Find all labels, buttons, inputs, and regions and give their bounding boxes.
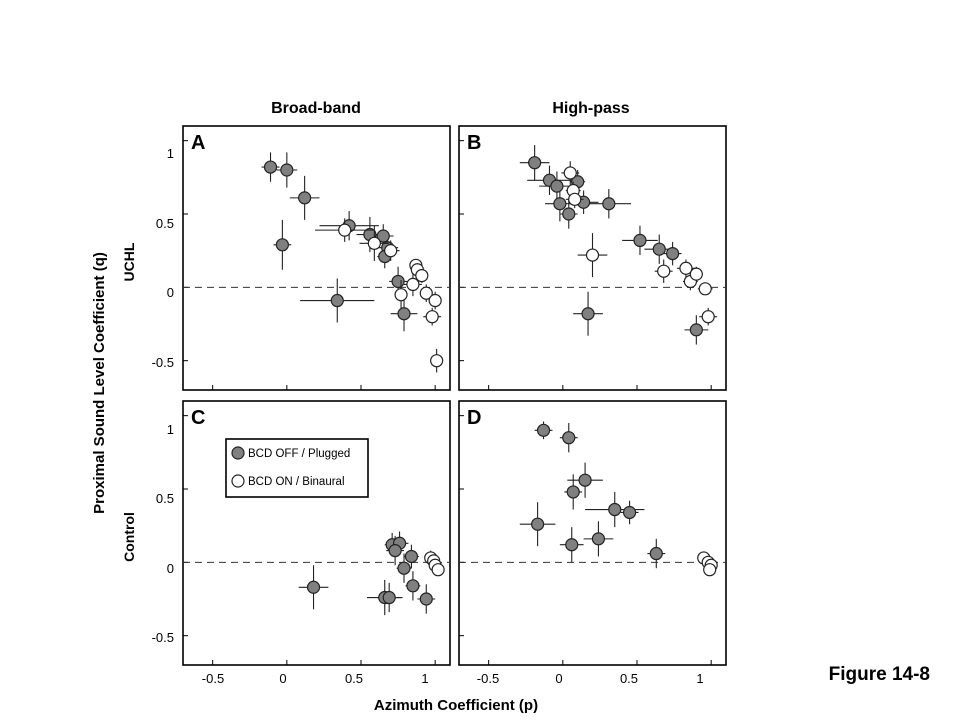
- data-point-bcd-off: [602, 197, 616, 211]
- panel-frame: [458, 400, 727, 666]
- panel-letter: D: [467, 407, 481, 429]
- panel-a: A: [182, 125, 451, 391]
- data-point-bcd-off: [565, 538, 579, 552]
- x-tick-label: 0: [555, 671, 562, 686]
- data-point-bcd-on: [406, 277, 420, 291]
- data-point-bcd-off: [330, 293, 344, 308]
- data-point-bcd-off: [566, 485, 580, 499]
- data-point-bcd-off: [562, 431, 576, 445]
- data-point-bcd-off: [550, 179, 564, 193]
- x-tick-label: 1: [696, 671, 703, 686]
- data-point-bcd-on: [425, 310, 439, 324]
- data-point-bcd-on: [415, 269, 429, 283]
- legend-box: [225, 438, 369, 498]
- data-point-bcd-off: [581, 307, 595, 321]
- data-point-bcd-on: [657, 264, 671, 278]
- data-point-bcd-off: [397, 561, 411, 575]
- data-point-bcd-off: [404, 549, 419, 564]
- data-point-bcd-off: [280, 163, 294, 177]
- data-point-bcd-off: [382, 590, 396, 605]
- data-point-bcd-off: [633, 233, 647, 247]
- data-point-bcd-off: [536, 423, 551, 437]
- data-point-bcd-on: [384, 244, 398, 258]
- y-axis-label: Proximal Sound Level Coefficient (q): [91, 252, 108, 514]
- data-point-bcd-off: [388, 543, 402, 558]
- data-point-bcd-off: [306, 580, 321, 594]
- legend-marker-open: [231, 474, 245, 488]
- legend-marker-filled: [231, 446, 245, 460]
- data-point-bcd-on: [419, 286, 433, 300]
- panel-letter: A: [191, 132, 205, 154]
- y-tick-label: 1: [167, 146, 174, 161]
- x-tick-label: 1: [421, 671, 428, 686]
- data-point-bcd-off: [622, 505, 637, 520]
- data-point-bcd-off: [376, 229, 390, 243]
- data-point-bcd-off: [578, 473, 592, 487]
- data-point-bcd-off: [553, 197, 567, 211]
- panel-frame: [182, 125, 451, 391]
- x-tick-label: -0.5: [477, 671, 499, 686]
- y-tick-labels-top: 1 0.5 0 -0.5: [152, 146, 174, 370]
- y-tick-label: -0.5: [152, 355, 174, 370]
- x-tick-label: 0.5: [620, 671, 638, 686]
- data-point-bcd-off: [649, 546, 663, 561]
- data-point-bcd-on: [679, 261, 693, 275]
- data-point-bcd-on: [367, 236, 381, 250]
- y-tick-label: 0.5: [156, 491, 174, 506]
- data-point-bcd-on: [394, 288, 408, 302]
- y-tick-labels-bottom: 1 0.5 0 -0.5: [152, 422, 174, 645]
- figure-label: Figure 14-8: [828, 664, 930, 685]
- y-tick-label: 0: [167, 561, 174, 576]
- data-point-bcd-on: [568, 192, 582, 206]
- data-point-bcd-off: [397, 307, 411, 321]
- data-point-bcd-off: [275, 238, 289, 252]
- data-point-bcd-on: [428, 293, 442, 308]
- legend-label-off: BCD OFF / Plugged: [248, 448, 350, 460]
- row-title-uchl: UCHL: [121, 242, 137, 281]
- data-point-bcd-on: [430, 354, 444, 368]
- data-point-bcd-off: [652, 242, 666, 256]
- data-point-bcd-off: [406, 579, 420, 593]
- y-tick-label: 1: [167, 422, 174, 437]
- data-point-bcd-on: [585, 248, 600, 262]
- data-point-bcd-off: [689, 323, 703, 337]
- panel-letter: C: [191, 407, 205, 429]
- column-title-broadband: Broad-band: [271, 100, 361, 117]
- data-point-bcd-on: [701, 310, 715, 324]
- data-point-bcd-off: [528, 156, 542, 170]
- panel-b: B: [458, 125, 727, 391]
- data-point-bcd-off: [298, 191, 312, 205]
- x-tick-label: -0.5: [202, 671, 224, 686]
- x-tick-label: 0.5: [345, 671, 363, 686]
- column-title-highpass: High-pass: [552, 100, 629, 117]
- data-point-bcd-off: [263, 160, 278, 174]
- panel-letter: B: [467, 132, 481, 154]
- data-point-bcd-on: [431, 563, 445, 577]
- data-point-bcd-off: [531, 517, 545, 531]
- data-point-bcd-on: [698, 282, 712, 296]
- data-point-bcd-on: [689, 267, 703, 281]
- data-point-bcd-off: [419, 592, 433, 606]
- row-title-control: Control: [121, 512, 137, 562]
- data-point-bcd-off: [391, 274, 405, 289]
- data-point-bcd-off: [562, 207, 576, 221]
- legend-label-on: BCD ON / Binaural: [248, 476, 345, 488]
- panel-d: D: [458, 400, 727, 666]
- x-axis-label: Azimuth Coefficient (p): [374, 697, 538, 714]
- data-point-bcd-off: [665, 247, 680, 261]
- data-point-bcd-on: [563, 166, 577, 180]
- data-point-bcd-off: [591, 532, 606, 546]
- data-point-bcd-off: [608, 502, 622, 517]
- legend: BCD OFF / Plugged BCD ON / Binaural: [225, 438, 369, 498]
- x-tick-label: 0: [279, 671, 286, 686]
- x-tick-labels-right: -0.5 0 0.5 1: [477, 671, 704, 686]
- y-tick-label: 0.5: [156, 216, 174, 231]
- data-point-bcd-on: [338, 223, 352, 237]
- data-point-bcd-on: [703, 563, 717, 577]
- x-tick-labels-left: -0.5 0 0.5 1: [202, 671, 429, 686]
- y-tick-label: -0.5: [152, 630, 174, 645]
- y-tick-label: 0: [167, 285, 174, 300]
